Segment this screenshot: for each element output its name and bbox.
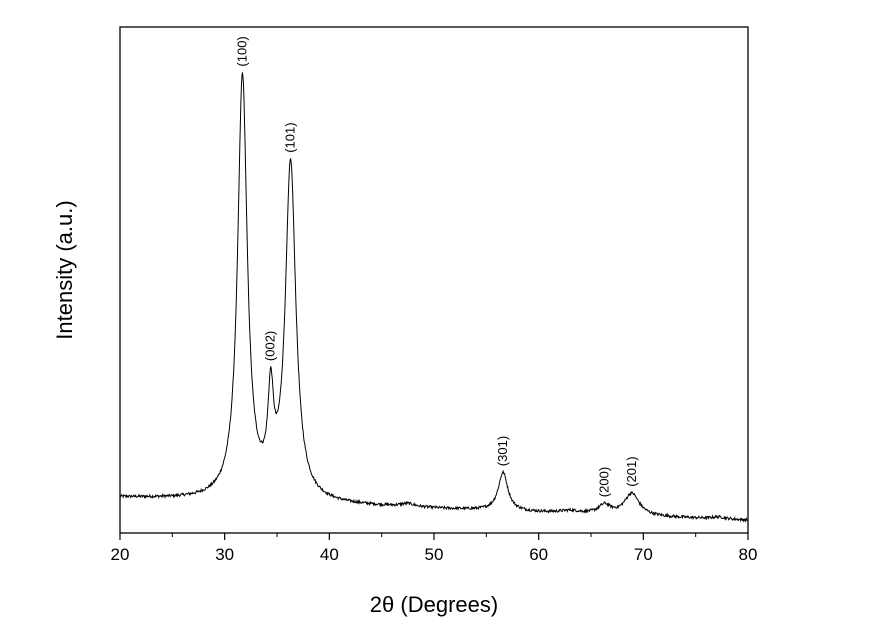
plot-frame bbox=[119, 26, 749, 534]
y-axis-label: Intensity (a.u.) bbox=[52, 200, 77, 339]
peak-label: (101) bbox=[283, 122, 298, 152]
peak-label: (301) bbox=[495, 436, 510, 466]
x-axis-label: 2θ (Degrees) bbox=[370, 592, 498, 617]
peak-label: (201) bbox=[624, 456, 639, 486]
peak-label: (002) bbox=[263, 331, 278, 361]
x-axis-ticks: 20 30 40 50 60 70 80 bbox=[111, 533, 758, 564]
x-tick-label: 60 bbox=[529, 545, 548, 564]
x-tick-label: 30 bbox=[215, 545, 234, 564]
peak-label: (200) bbox=[597, 467, 612, 497]
x-tick-label: 50 bbox=[425, 545, 444, 564]
x-tick-label: 80 bbox=[739, 545, 758, 564]
x-tick-label: 40 bbox=[320, 545, 339, 564]
x-tick-label: 70 bbox=[634, 545, 653, 564]
peak-label: (100) bbox=[235, 36, 250, 66]
x-tick-label: 20 bbox=[111, 545, 130, 564]
xrd-trace bbox=[119, 72, 749, 524]
peak-labels: (100) (002) (101) (301) (200) (201) bbox=[235, 36, 639, 497]
